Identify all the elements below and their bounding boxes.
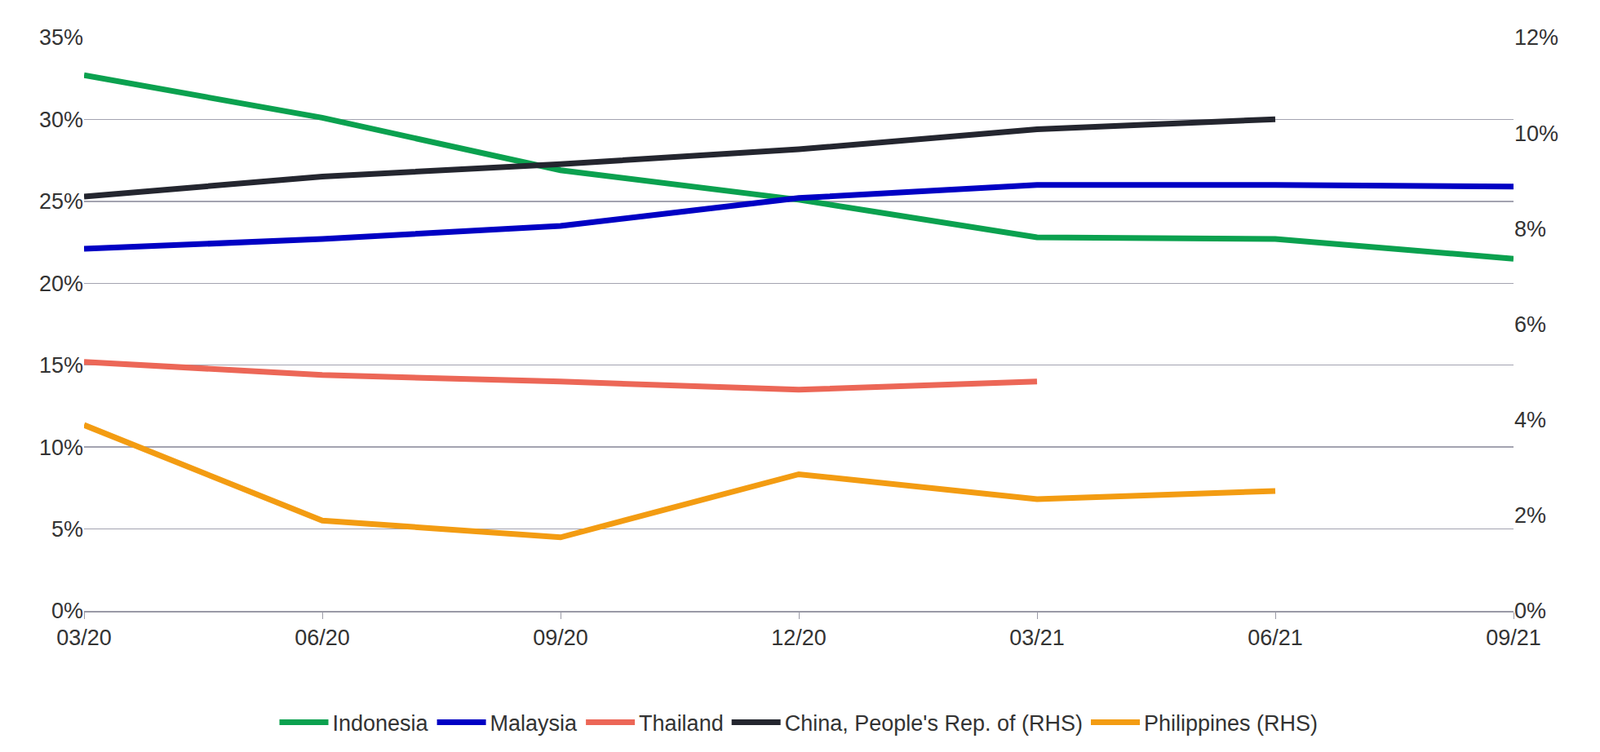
svg-text:2%: 2% [1514,503,1547,528]
svg-text:20%: 20% [39,271,84,297]
svg-text:09/21: 09/21 [1485,625,1542,651]
svg-text:Thailand: Thailand [638,711,724,736]
svg-text:Malaysia: Malaysia [490,711,579,736]
svg-text:25%: 25% [39,189,84,214]
svg-text:09/20: 09/20 [532,625,589,651]
svg-text:10%: 10% [39,435,84,461]
svg-text:4%: 4% [1514,407,1547,433]
svg-text:6%: 6% [1514,312,1547,337]
svg-text:12%: 12% [1514,25,1559,50]
svg-text:06/20: 06/20 [294,625,351,651]
svg-text:10%: 10% [1514,121,1559,147]
svg-text:Indonesia: Indonesia [332,711,430,736]
svg-text:12/20: 12/20 [771,625,827,651]
svg-text:03/20: 03/20 [56,625,112,651]
svg-text:15%: 15% [39,353,84,378]
svg-text:5%: 5% [51,517,84,542]
svg-text:06/21: 06/21 [1247,625,1304,651]
svg-text:0%: 0% [51,598,84,624]
svg-text:Philippines (RHS): Philippines (RHS) [1143,711,1318,736]
svg-text:35%: 35% [39,25,84,50]
svg-text:8%: 8% [1514,217,1547,242]
svg-text:China, People's Rep. of (RHS): China, People's Rep. of (RHS) [784,711,1083,736]
svg-text:0%: 0% [1514,598,1547,624]
svg-text:30%: 30% [39,107,84,133]
svg-text:03/21: 03/21 [1009,625,1065,651]
